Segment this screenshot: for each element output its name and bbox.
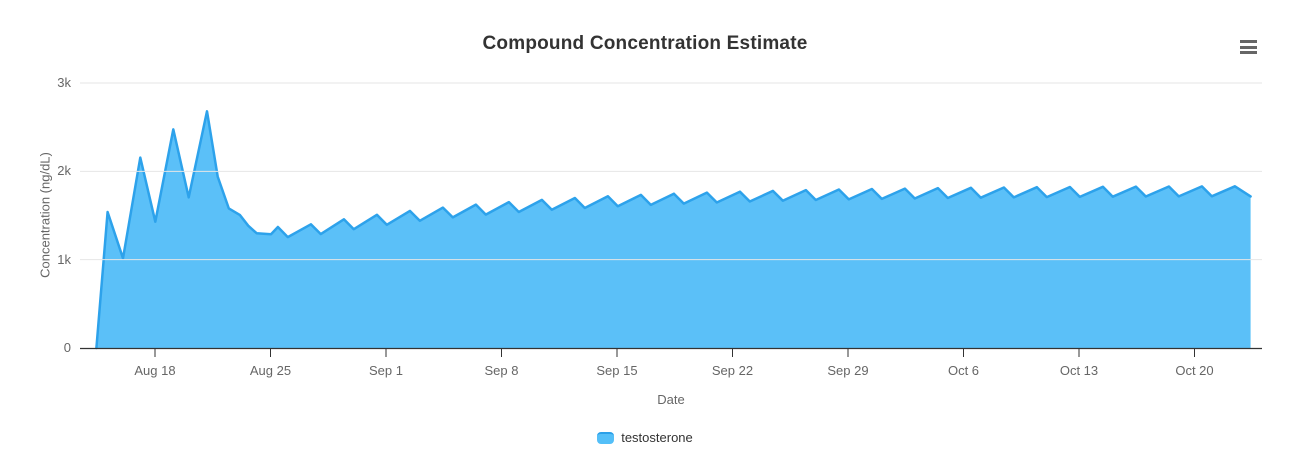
y-tick-label-3k: 3k (57, 75, 71, 90)
x-tick-label: Sep 8 (484, 363, 519, 378)
y-axis-title: Concentration (ng/dL) (37, 152, 53, 278)
x-tick-label: Aug 25 (249, 363, 292, 378)
context-menu-button[interactable] (1235, 37, 1261, 57)
y-tick-label-2k: 2k (57, 163, 71, 179)
x-axis-title: Date (657, 392, 685, 407)
x-tick-label: Sep 1 (369, 363, 403, 378)
y-tick-label-0: 0 (63, 340, 71, 355)
x-tick-label: Oct 13 (1059, 363, 1099, 378)
x-tick-label: Sep 29 (827, 363, 869, 378)
legend-label: testosterone (621, 430, 693, 445)
legend-item-testosterone[interactable]: testosterone (597, 430, 693, 445)
area-series-testosterone[interactable] (96, 111, 1251, 348)
hamburger-menu-icon (1238, 40, 1258, 54)
y-tick-label-1k: 1k (57, 251, 71, 267)
chart-title: Compound Concentration Estimate (482, 33, 808, 54)
x-tick-label: Sep 22 (711, 363, 754, 378)
x-tick-label: Sep 15 (596, 363, 638, 378)
legend-area-marker-icon (597, 431, 615, 444)
x-tick-label: Aug 18 (134, 363, 176, 378)
legend: testosterone (0, 430, 1290, 445)
x-tick-label: Oct 20 (1175, 363, 1214, 378)
area-series-line (95, 110, 1252, 350)
x-tick-label: Oct 6 (947, 363, 980, 378)
